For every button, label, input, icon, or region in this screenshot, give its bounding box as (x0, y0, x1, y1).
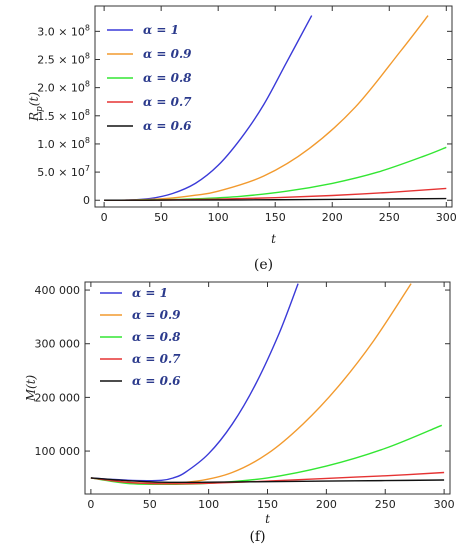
y-axis-label: M(t) (24, 374, 38, 402)
legend-entry-0: α = 1 (132, 286, 168, 300)
legend-entry-2: α = 0.8 (132, 330, 181, 344)
x-tick-label: 300 (436, 211, 457, 224)
x-tick-label: 250 (375, 498, 396, 511)
y-tick-label: 0 (83, 194, 90, 207)
legend-entry-1: α = 0.9 (132, 308, 181, 322)
y-tick-label: 1.0 × 108 (37, 136, 90, 151)
legend-entry-3: α = 0.7 (132, 352, 181, 366)
plot-frame (94, 5, 453, 208)
y-tick-label: 3.0 × 108 (37, 23, 90, 38)
chart-e: 0 50 100 150 200 250 300 0 5.0 × 107 1.0 × 108 1.5… (27, 5, 457, 273)
y-tick-label: 100 000 (35, 445, 81, 458)
y-axis-label: Rp(t) (27, 92, 45, 122)
x-tick-label: 200 (322, 211, 343, 224)
series-line-4 (104, 197, 447, 201)
panel-label: (e) (254, 257, 273, 273)
x-tick-label: 50 (143, 498, 157, 511)
y-tick-label: 400 000 (35, 284, 81, 297)
x-tick-label: 0 (101, 211, 108, 224)
legend-entry-4: α = 0.6 (143, 119, 192, 133)
x-tick-label: 0 (87, 498, 94, 511)
y-tick-label: 200 000 (35, 391, 81, 404)
series-line-0 (104, 15, 313, 201)
x-tick-label: 100 (198, 498, 219, 511)
x-axis-label: t (271, 232, 276, 246)
x-axis-label: t (265, 512, 270, 526)
x-tick-label: 250 (379, 211, 400, 224)
x-tick-label: 200 (316, 498, 337, 511)
y-tick-label: 5.0 × 107 (37, 164, 90, 179)
series-line-0 (90, 283, 299, 482)
legend-entry-1: α = 0.9 (143, 47, 192, 61)
legend-entry-4: α = 0.6 (132, 374, 181, 388)
chart-f: 0 50 100 150 200 250 300 100 000 200 000 300 000 4… (24, 281, 455, 545)
legend-entry-3: α = 0.7 (143, 95, 192, 109)
x-tick-label: 300 (434, 498, 455, 511)
x-tick-label: 150 (265, 211, 286, 224)
panel-label: (f) (249, 529, 265, 545)
y-tick-label: 300 000 (35, 338, 81, 351)
legend-entry-0: α = 1 (143, 23, 179, 37)
x-tick-label: 50 (154, 211, 168, 224)
x-tick-label: 150 (257, 498, 278, 511)
y-tick-label: 2.5 × 108 (37, 51, 90, 66)
y-tick-label: 1.5 × 108 (37, 108, 90, 123)
y-tick-label: 2.0 × 108 (37, 80, 90, 95)
x-tick-label: 100 (208, 211, 229, 224)
legend-entry-2: α = 0.8 (143, 71, 192, 85)
series-line-4 (90, 477, 445, 484)
